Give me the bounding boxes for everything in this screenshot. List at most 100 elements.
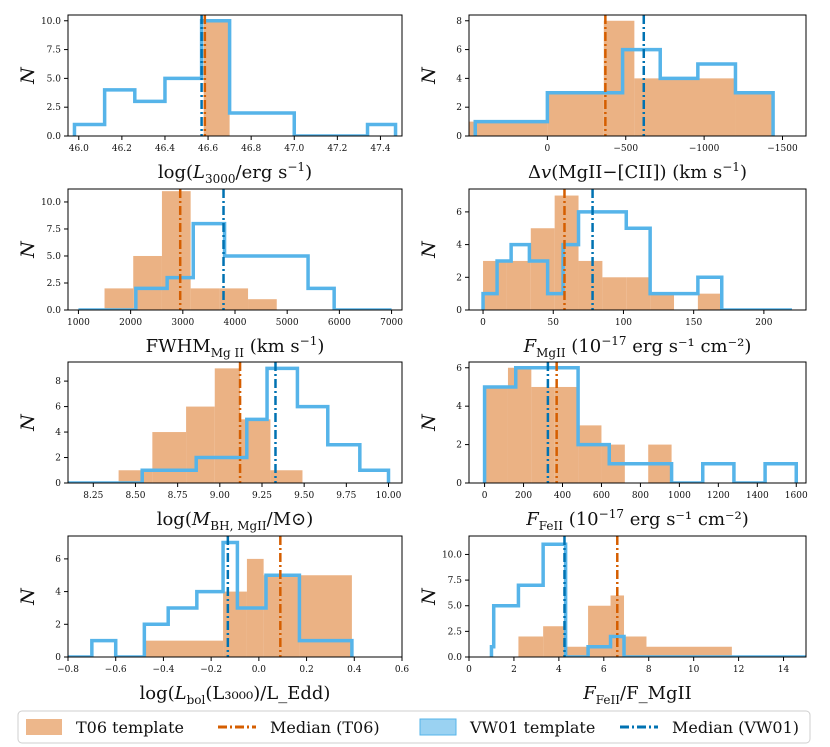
- y-tick-label: 2.5: [448, 627, 463, 637]
- x-tick-label: 12: [733, 665, 744, 675]
- x-tick-label: 0: [545, 144, 551, 154]
- y-tick-label: 0: [55, 479, 61, 489]
- x-tick-label: 1200: [707, 491, 730, 501]
- bar-t06: [214, 368, 241, 483]
- bar-t06: [190, 288, 220, 310]
- x-axis-label: log(MBH, MgII​/M⊙): [157, 509, 314, 533]
- bar-t06: [634, 78, 736, 136]
- y-tick-label: 10.0: [41, 17, 61, 27]
- y-tick-label: 4: [456, 241, 462, 251]
- x-tick-label: 46.2: [112, 144, 132, 154]
- x-tick-label: 2: [511, 665, 517, 675]
- x-tick-label: 6000: [328, 318, 351, 328]
- x-tick-label: 46.4: [155, 144, 175, 154]
- x-tick-label: 1000: [668, 491, 691, 501]
- bar-t06: [263, 575, 281, 657]
- y-tick-label: 10.0: [442, 550, 462, 560]
- x-axis-label: FWHMMg II​ (km s−1​): [146, 334, 325, 360]
- y-axis-label: N: [17, 587, 39, 606]
- legend-label-median-vw01: Median (VW01): [672, 718, 799, 737]
- y-tick-label: 5.0: [448, 602, 463, 612]
- bar-t06: [588, 605, 611, 657]
- bar-t06: [506, 260, 531, 310]
- x-tick-label: 400: [554, 491, 571, 501]
- y-tick-label: 4: [55, 428, 61, 438]
- x-tick-label: 9.00: [210, 491, 230, 501]
- legend-frame: [17, 710, 811, 744]
- x-tick-label: 5000: [276, 318, 299, 328]
- bar-t06: [565, 646, 589, 657]
- x-tick-label: −1500: [767, 144, 798, 154]
- y-tick-label: 6: [456, 364, 462, 374]
- bar-t06: [554, 195, 579, 310]
- step-vw01: [473, 47, 775, 136]
- bar-t06: [578, 260, 603, 310]
- bar-t06: [118, 470, 153, 483]
- bar-t06: [133, 255, 162, 310]
- bar-t06: [624, 636, 647, 657]
- x-tick-label: 3000: [171, 318, 194, 328]
- bar-t06: [735, 92, 774, 136]
- histogram-panel-5: 8.25 8.50 8.75 9.00 9.25 9.50 9.75 10.00 0 2 4 6 8 Nl…: [17, 361, 403, 533]
- y-tick-label: 7.5: [47, 46, 62, 56]
- legend-swatch-vw01: [419, 718, 457, 736]
- axes-frame: [67, 535, 403, 658]
- x-tick-label: 9.75: [336, 491, 356, 501]
- x-tick-label: 0: [466, 665, 472, 675]
- bar-t06: [280, 575, 300, 657]
- bar-t06: [144, 640, 224, 657]
- axes-frame: [468, 361, 807, 484]
- x-axis-label: FFeII​/F_MgII: [582, 683, 692, 707]
- bar-t06: [626, 277, 651, 310]
- x-tick-label: 8.50: [125, 491, 145, 501]
- bar-t06: [507, 367, 532, 483]
- axes-frame: [468, 188, 807, 311]
- x-tick-label: 0.6: [395, 665, 410, 675]
- legend-swatch-t06: [26, 719, 62, 735]
- y-tick-label: 2: [456, 103, 462, 113]
- x-axis-label: log(Lbol​(L₃₀₀₀)/L_Edd): [140, 683, 331, 707]
- y-tick-label: 6: [55, 555, 61, 565]
- axes-frame: [67, 361, 403, 484]
- bar-t06: [578, 425, 602, 483]
- bar-t06: [299, 575, 352, 657]
- x-tick-label: 8.75: [168, 491, 188, 501]
- x-tick-label: 0.0: [252, 665, 267, 675]
- x-tick-label: 800: [632, 491, 649, 501]
- axes-frame: [67, 14, 403, 137]
- y-tick-label: 2.5: [47, 279, 62, 289]
- y-axis-label: N: [418, 413, 440, 432]
- y-tick-label: 0: [456, 479, 462, 489]
- histogram-panel-1: 46.0 46.2 46.4 46.6 46.8 47.0 47.2 47.4 0.0 2.5 5.…: [17, 14, 403, 186]
- x-tick-label: 46.6: [198, 144, 218, 154]
- y-tick-label: 4: [55, 588, 61, 598]
- histogram-panel-2: 0 −500 −1000 −1500 0 2 4 6 8 N Δv(MgII−[CII]) (km …: [418, 14, 807, 183]
- bar-t06: [530, 228, 555, 310]
- y-tick-label: 0.0: [448, 653, 463, 663]
- bar-t06: [484, 386, 508, 483]
- legend: T06 template Median (T06) VW01 template …: [17, 710, 811, 744]
- bar-t06: [650, 293, 675, 310]
- bar-t06: [603, 20, 635, 136]
- y-tick-label: 0: [456, 132, 462, 142]
- x-tick-label: 10.00: [376, 491, 402, 501]
- x-tick-label: 2000: [119, 318, 142, 328]
- x-tick-label: −500: [613, 144, 638, 154]
- y-tick-label: 10.0: [41, 198, 61, 208]
- x-tick-label: 10: [688, 665, 700, 675]
- y-axis-label: N: [418, 240, 440, 259]
- y-tick-label: 0.0: [47, 306, 62, 316]
- step-vw01: [72, 19, 398, 136]
- y-tick-label: 7.5: [448, 576, 463, 586]
- bar-t06: [104, 288, 134, 310]
- x-tick-label: 1000: [67, 318, 90, 328]
- step-vw01: [68, 366, 391, 483]
- y-axis-label: N: [17, 66, 39, 85]
- bar-t06: [469, 121, 548, 136]
- x-axis-label: FMgII​ (10−17​ erg s⁻¹ cm⁻²): [523, 334, 752, 360]
- y-tick-label: 8: [55, 377, 61, 387]
- legend-label-t06: T06 template: [76, 718, 184, 737]
- bar-t06: [240, 419, 271, 483]
- bar-t06: [203, 20, 230, 136]
- x-tick-label: 150: [685, 318, 702, 328]
